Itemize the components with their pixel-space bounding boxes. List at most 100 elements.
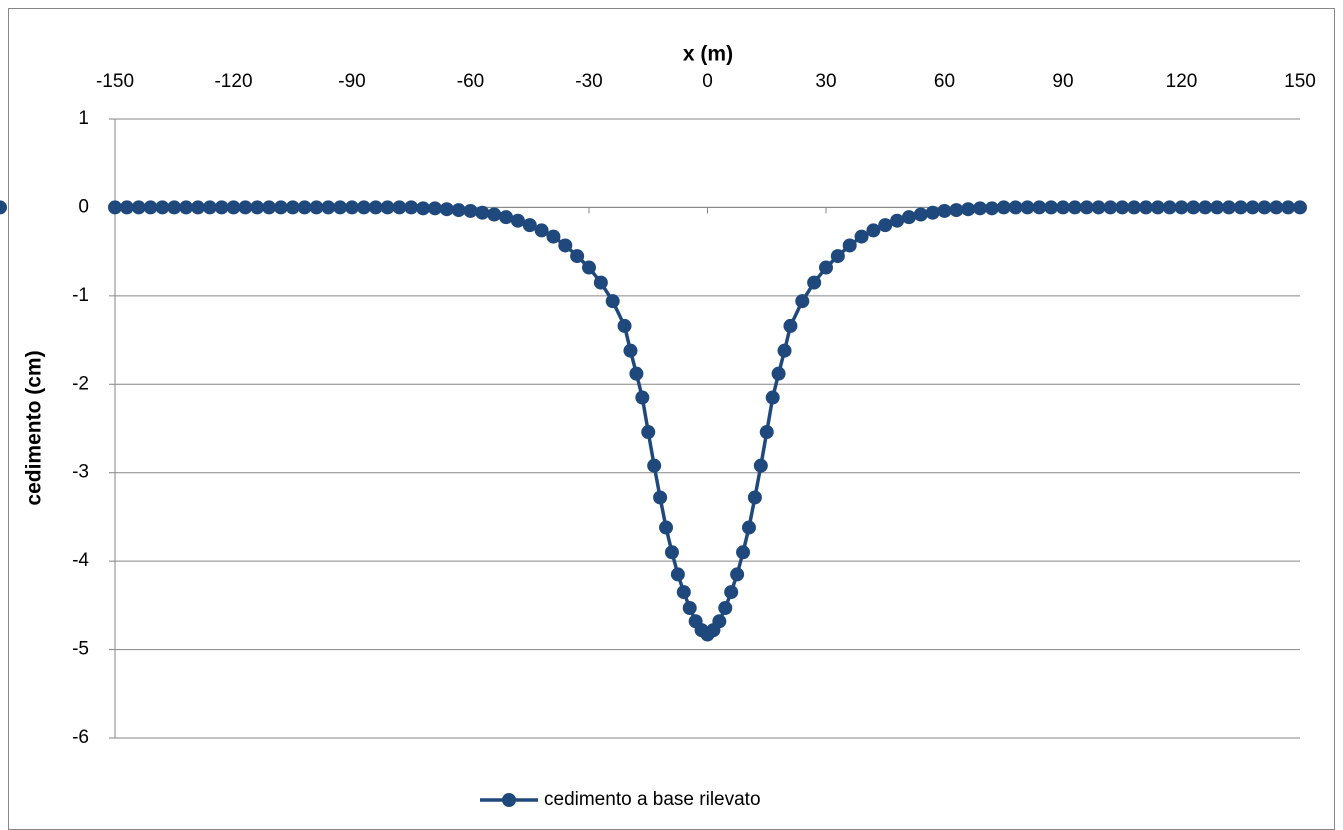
data-point bbox=[736, 545, 751, 560]
data-point bbox=[439, 202, 454, 217]
data-point bbox=[1056, 200, 1070, 215]
legend-marker bbox=[502, 793, 516, 807]
data-point bbox=[1091, 200, 1106, 215]
data-point bbox=[647, 458, 662, 473]
data-point bbox=[570, 249, 585, 264]
y-tick-label: 0 bbox=[78, 196, 89, 217]
data-point bbox=[1210, 200, 1225, 215]
data-point bbox=[1008, 200, 1023, 215]
data-point bbox=[131, 200, 146, 215]
data-point bbox=[605, 294, 620, 309]
data-point bbox=[807, 275, 822, 290]
data-point bbox=[1032, 200, 1047, 215]
data-point bbox=[1281, 200, 1296, 215]
data-point bbox=[830, 249, 845, 264]
data-point bbox=[463, 203, 478, 218]
data-point bbox=[297, 200, 312, 215]
y-tick-label: 1 bbox=[78, 108, 89, 129]
data-point bbox=[641, 425, 656, 440]
data-point bbox=[866, 223, 881, 238]
data-point bbox=[747, 490, 762, 505]
data-point bbox=[427, 201, 442, 216]
data-point bbox=[273, 200, 288, 215]
data-point bbox=[1150, 200, 1165, 215]
data-point bbox=[1020, 200, 1035, 215]
data-point bbox=[854, 229, 869, 244]
data-point bbox=[143, 200, 158, 215]
data-point bbox=[416, 201, 431, 216]
data-point bbox=[558, 238, 573, 253]
data-point bbox=[0, 200, 7, 215]
data-point bbox=[1044, 200, 1059, 215]
data-point bbox=[1162, 200, 1177, 215]
data-point bbox=[629, 366, 644, 381]
data-point bbox=[1138, 200, 1153, 215]
data-point bbox=[262, 200, 277, 215]
data-point bbox=[1221, 200, 1236, 215]
data-point bbox=[167, 200, 182, 215]
data-point bbox=[842, 238, 857, 253]
data-point bbox=[475, 205, 490, 220]
data-point bbox=[753, 458, 768, 473]
data-point bbox=[534, 223, 549, 238]
data-point bbox=[333, 200, 348, 215]
data-point bbox=[499, 210, 514, 225]
data-point bbox=[380, 200, 395, 215]
data-point bbox=[593, 275, 608, 290]
data-point bbox=[682, 601, 697, 616]
data-point bbox=[913, 207, 928, 222]
data-point bbox=[996, 200, 1011, 215]
data-point bbox=[1257, 200, 1272, 215]
data-point bbox=[937, 203, 952, 218]
data-point bbox=[1174, 200, 1189, 215]
data-point bbox=[1269, 200, 1284, 215]
x-tick-label: 30 bbox=[815, 71, 836, 92]
data-point bbox=[765, 390, 780, 405]
data-point bbox=[1233, 200, 1248, 215]
data-point bbox=[404, 200, 419, 215]
data-point bbox=[1186, 200, 1201, 215]
data-point bbox=[890, 213, 905, 228]
data-point bbox=[1115, 200, 1130, 215]
data-point bbox=[819, 260, 833, 275]
y-tick-label: -1 bbox=[72, 285, 89, 306]
data-point bbox=[356, 200, 371, 215]
x-tick-label: -30 bbox=[575, 71, 602, 92]
data-point bbox=[653, 490, 668, 505]
data-point bbox=[309, 200, 324, 215]
data-point bbox=[1103, 200, 1118, 215]
data-point bbox=[179, 200, 194, 215]
y-tick-label: -2 bbox=[72, 373, 89, 394]
data-point bbox=[741, 520, 756, 535]
data-point bbox=[226, 200, 241, 215]
x-axis-label: x (m) bbox=[683, 43, 733, 66]
data-point bbox=[718, 601, 733, 616]
data-point bbox=[119, 200, 134, 215]
y-tick-label: -4 bbox=[72, 550, 89, 571]
data-point bbox=[783, 318, 798, 333]
data-point bbox=[623, 343, 638, 358]
data-point bbox=[777, 343, 792, 358]
data-point bbox=[795, 294, 810, 309]
data-point bbox=[617, 318, 632, 333]
data-point bbox=[487, 207, 502, 222]
x-tick-label: 120 bbox=[1166, 71, 1198, 92]
x-tick-label: 0 bbox=[702, 71, 713, 92]
x-tick-label: -120 bbox=[214, 71, 252, 92]
data-point bbox=[712, 614, 727, 629]
legend-label: cedimento a base rilevato bbox=[544, 789, 761, 810]
x-tick-label: 90 bbox=[1052, 71, 1073, 92]
x-tick-label: 150 bbox=[1284, 71, 1316, 92]
data-point bbox=[949, 203, 964, 218]
data-point bbox=[984, 201, 999, 216]
data-point bbox=[250, 200, 265, 215]
data-point bbox=[155, 200, 170, 215]
x-tick-label: 60 bbox=[934, 71, 955, 92]
data-point bbox=[1198, 200, 1213, 215]
data-point bbox=[522, 218, 537, 233]
x-tick-label: -60 bbox=[457, 71, 484, 92]
data-point bbox=[214, 200, 229, 215]
data-point bbox=[451, 203, 466, 218]
data-point bbox=[659, 520, 674, 535]
